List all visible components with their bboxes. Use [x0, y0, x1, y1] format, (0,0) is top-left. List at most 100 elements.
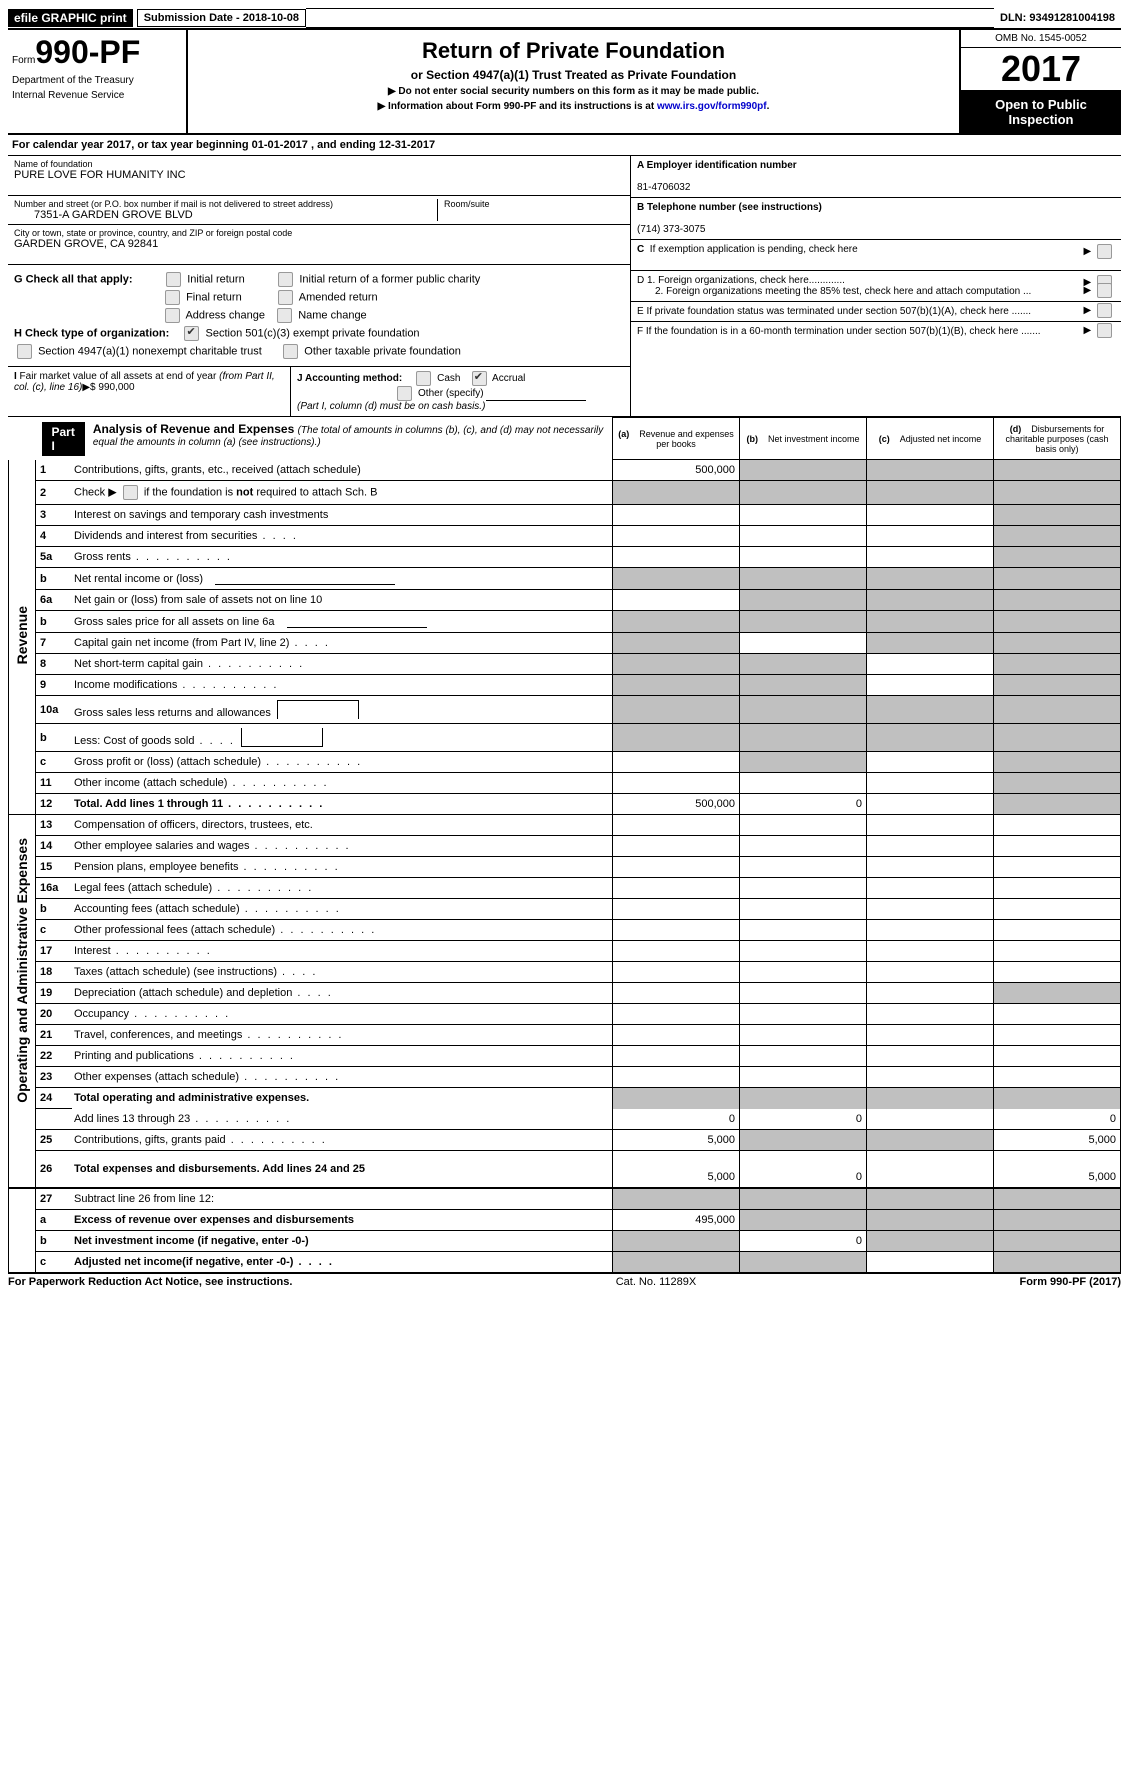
line-7: Capital gain net income (from Part IV, l…	[74, 637, 330, 649]
schb-checkbox[interactable]	[123, 485, 138, 500]
f-label: F If the foundation is in a 60-month ter…	[637, 326, 1041, 337]
page-footer: For Paperwork Reduction Act Notice, see …	[8, 1274, 1121, 1288]
expenses-label: Operating and Administrative Expenses	[14, 838, 30, 1103]
foundation-name: PURE LOVE FOR HUMANITY INC	[14, 169, 624, 181]
line-6a: Net gain or (loss) from sale of assets n…	[72, 590, 613, 611]
line-5b: Net rental income or (loss)	[74, 573, 203, 585]
address-value: 7351-A GARDEN GROVE BLVD	[14, 209, 437, 221]
j-note: (Part I, column (d) must be on cash basi…	[297, 401, 485, 412]
open-public-badge: Open to Public Inspection	[961, 91, 1121, 133]
line-27c: Adjusted net income(if negative, enter -…	[74, 1256, 334, 1268]
city-label: City or town, state or province, country…	[14, 228, 624, 238]
cash-checkbox[interactable]	[416, 371, 431, 386]
line-25: Contributions, gifts, grants paid	[74, 1134, 327, 1146]
line-27b: Net investment income (if negative, ente…	[74, 1235, 309, 1247]
l26-d: 5,000	[994, 1150, 1121, 1188]
l6b-input[interactable]	[287, 615, 427, 628]
l27a-a: 495,000	[613, 1209, 740, 1230]
col-a-header: Revenue and expenses per books	[639, 429, 734, 449]
line-2: Check ▶ if the foundation is not require…	[72, 481, 613, 505]
opt-final-return: Final return	[186, 291, 242, 303]
line-3: Interest on savings and temporary cash i…	[72, 505, 613, 526]
line-24: Total operating and administrative expen…	[74, 1092, 309, 1104]
l10a-input[interactable]	[277, 700, 359, 719]
l24-b: 0	[740, 1109, 867, 1130]
name-change-checkbox[interactable]	[277, 308, 292, 323]
tax-year: 2017	[961, 48, 1121, 91]
status-terminated-checkbox[interactable]	[1097, 303, 1112, 318]
line-11: Other income (attach schedule)	[74, 777, 329, 789]
l5b-input[interactable]	[215, 572, 395, 585]
col-b-header: Net investment income	[768, 434, 860, 444]
form-note2: ▶ Information about Form 990-PF and its …	[192, 101, 955, 112]
b-label: B Telephone number (see instructions)	[637, 202, 822, 213]
501c3-checkbox[interactable]	[184, 326, 199, 341]
exemption-pending-checkbox[interactable]	[1097, 244, 1112, 259]
footer-mid: Cat. No. 11289X	[616, 1276, 697, 1288]
l12-b: 0	[740, 794, 867, 815]
dept-line1: Department of the Treasury	[12, 75, 182, 86]
line-17: Interest	[74, 945, 212, 957]
l10b-input[interactable]	[241, 728, 323, 747]
final-return-checkbox[interactable]	[165, 290, 180, 305]
form-number: 990-PF	[35, 34, 140, 70]
opt-name-change: Name change	[298, 309, 367, 321]
4947-checkbox[interactable]	[17, 344, 32, 359]
submission-date: Submission Date - 2018-10-08	[137, 9, 306, 27]
line-16a: Legal fees (attach schedule)	[74, 882, 313, 894]
amended-return-checkbox[interactable]	[278, 290, 293, 305]
other-method-checkbox[interactable]	[397, 386, 412, 401]
dln-label: DLN: 93491281004198	[994, 10, 1121, 26]
calendar-year-line: For calendar year 2017, or tax year begi…	[8, 135, 1121, 156]
line-18: Taxes (attach schedule) (see instruction…	[74, 966, 317, 978]
irs-link[interactable]: www.irs.gov/form990pf	[657, 101, 767, 112]
l24-d: 0	[994, 1109, 1121, 1130]
form-note1: ▶ Do not enter social security numbers o…	[192, 86, 955, 97]
line-19: Depreciation (attach schedule) and deple…	[74, 987, 333, 999]
col-d-header: Disbursements for charitable purposes (c…	[1005, 424, 1108, 454]
line-21: Travel, conferences, and meetings	[74, 1029, 343, 1041]
address-label: Number and street (or P.O. box number if…	[14, 199, 437, 209]
j-label: J Accounting method:	[297, 373, 402, 384]
l24-a: 0	[613, 1109, 740, 1130]
line-16c: Other professional fees (attach schedule…	[74, 924, 376, 936]
d2-label: 2. Foreign organizations meeting the 85%…	[655, 286, 1031, 297]
initial-former-checkbox[interactable]	[278, 272, 293, 287]
opt-address-change: Address change	[185, 309, 265, 321]
l26-b: 0	[740, 1150, 867, 1188]
other-specify-input[interactable]	[486, 388, 586, 401]
line-16b: Accounting fees (attach schedule)	[74, 903, 341, 915]
part1-label: Part I	[42, 422, 85, 456]
line-23: Other expenses (attach schedule)	[74, 1071, 340, 1083]
opt-501c3: Section 501(c)(3) exempt private foundat…	[206, 327, 420, 339]
line-9: Income modifications	[74, 679, 278, 691]
opt-accrual: Accrual	[492, 373, 525, 384]
foreign-85-checkbox[interactable]	[1097, 283, 1112, 298]
omb-number: OMB No. 1545-0052	[961, 30, 1121, 48]
form-subtitle: or Section 4947(a)(1) Trust Treated as P…	[192, 68, 955, 82]
line-15: Pension plans, employee benefits	[74, 861, 340, 873]
opt-initial-return: Initial return	[187, 273, 244, 285]
accrual-checkbox[interactable]	[472, 371, 487, 386]
60month-checkbox[interactable]	[1097, 323, 1112, 338]
l12-a: 500,000	[613, 794, 740, 815]
other-taxable-checkbox[interactable]	[283, 344, 298, 359]
city-value: GARDEN GROVE, CA 92841	[14, 238, 624, 250]
i-arrow: ▶$	[82, 382, 95, 393]
line-10a: Gross sales less returns and allowances	[74, 707, 271, 719]
line-13: Compensation of officers, directors, tru…	[72, 815, 613, 836]
l27b-b: 0	[740, 1230, 867, 1251]
revenue-label: Revenue	[14, 606, 30, 664]
line-12: Total. Add lines 1 through 11	[74, 798, 324, 810]
line-24b: Add lines 13 through 23	[74, 1113, 291, 1125]
line-5a: Gross rents	[74, 551, 232, 563]
line-10b: Less: Cost of goods sold	[74, 735, 235, 747]
line-8: Net short-term capital gain	[74, 658, 304, 670]
name-label: Name of foundation	[14, 159, 624, 169]
d1-label: D 1. Foreign organizations, check here..…	[637, 275, 845, 286]
address-change-checkbox[interactable]	[165, 308, 180, 323]
top-bar: efile GRAPHIC print Submission Date - 20…	[8, 8, 1121, 30]
line-1: Contributions, gifts, grants, etc., rece…	[72, 460, 613, 481]
initial-return-checkbox[interactable]	[166, 272, 181, 287]
g-label: G Check all that apply:	[14, 273, 133, 285]
